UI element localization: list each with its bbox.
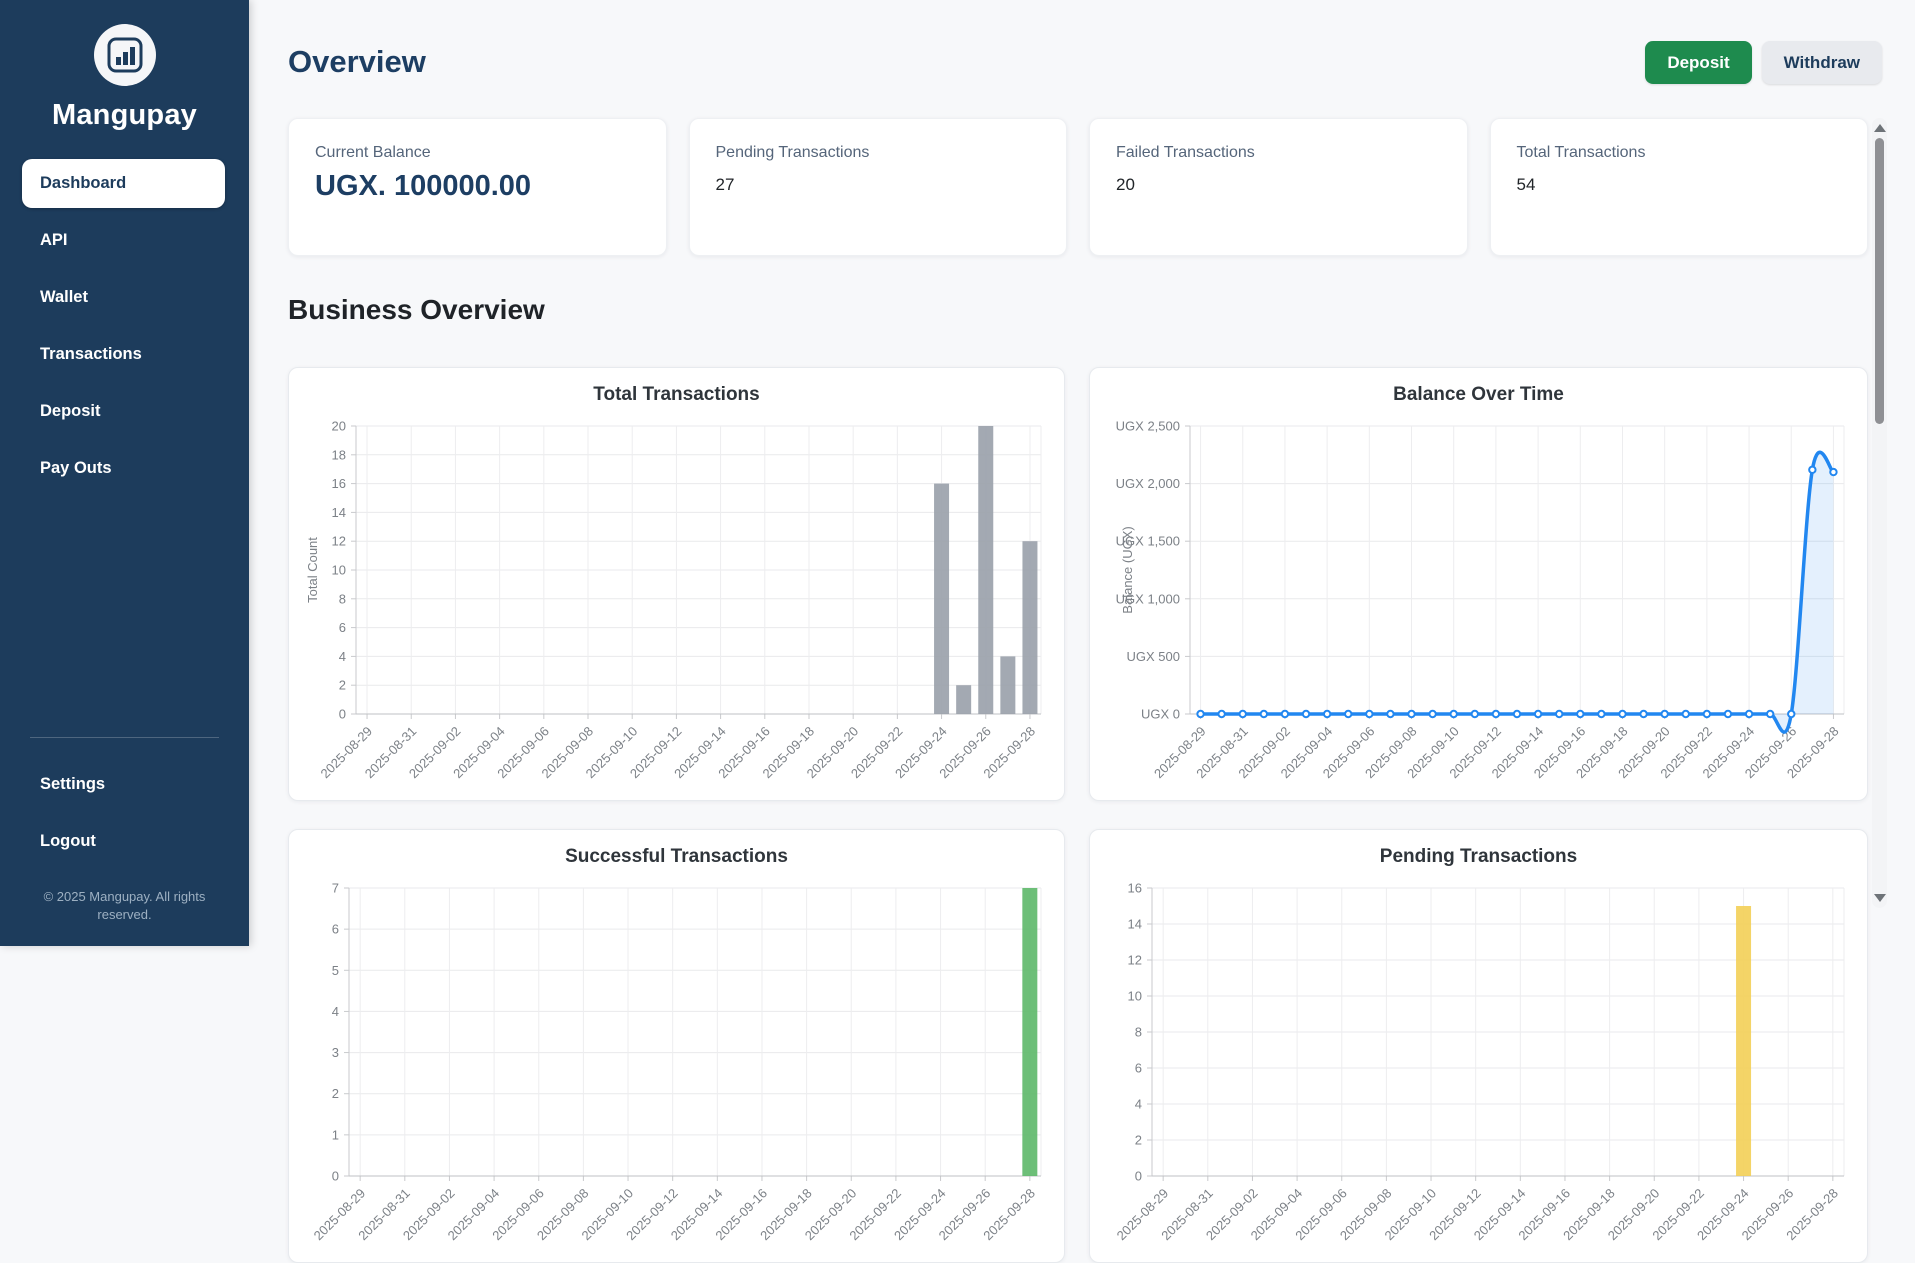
chart-title: Successful Transactions (565, 846, 788, 867)
chart-title: Pending Transactions (1379, 846, 1578, 867)
svg-text:14: 14 (1128, 917, 1142, 932)
logo (93, 24, 156, 86)
sidebar-item-payouts[interactable]: Pay Outs (22, 444, 225, 493)
svg-text:7: 7 (332, 881, 339, 896)
svg-text:18: 18 (332, 447, 346, 462)
scrollbar-track[interactable] (1872, 118, 1887, 908)
svg-text:10: 10 (332, 563, 346, 578)
stat-value: UGX. 100000.00 (315, 170, 532, 202)
sidebar-item-deposit[interactable]: Deposit (22, 387, 225, 436)
sidebar-item-label: Wallet (40, 288, 88, 306)
stat-value: 27 (715, 175, 735, 194)
sidebar-item-api[interactable]: API (22, 216, 225, 265)
sidebar: Mangupay Dashboard API Wallet Transactio… (0, 0, 249, 946)
svg-text:6: 6 (332, 922, 339, 937)
bar-chart-logo-icon (107, 37, 142, 73)
stat-label: Failed Transactions (1116, 144, 1255, 161)
svg-text:8: 8 (339, 591, 346, 606)
chart-card-balance-over-time: Balance Over Time UGX 0 UGX 500 UGX 1,000 U… (1089, 367, 1868, 801)
scroll-down-arrow-icon[interactable] (1873, 894, 1886, 902)
sidebar-item-transactions[interactable]: Transactions (22, 330, 225, 379)
chart-title: Balance Over Time (1393, 384, 1564, 405)
stat-card-total-transactions: Total Transactions 54 (1489, 118, 1868, 256)
sidebar-item-label: Transactions (40, 345, 142, 363)
chart-title: Total Transactions (593, 384, 760, 405)
svg-text:4: 4 (1135, 1097, 1142, 1112)
sidebar-item-settings[interactable]: Settings (22, 760, 225, 809)
svg-text:2: 2 (332, 1086, 339, 1101)
svg-text:12: 12 (1128, 953, 1142, 968)
svg-text:2: 2 (1135, 1133, 1142, 1148)
svg-text:16: 16 (332, 476, 346, 491)
stat-label: Pending Transactions (715, 144, 870, 161)
total-transactions-bar-chart: 024681012141618202025-08-292025-08-31202… (305, 419, 1042, 781)
chart-card-pending-transactions: Pending Transactions 0 2 4 6 8 10 12 14 16 2025-0… (1089, 829, 1868, 1263)
brand-name: Mangupay (52, 99, 197, 131)
chart-card-total-transactions: Total Transactions 0 2 4 6 8 10 12 14 16 18 20 2025… (288, 367, 1065, 801)
svg-text:10: 10 (1128, 989, 1142, 1004)
withdraw-button[interactable]: Withdraw (1761, 41, 1882, 84)
sidebar-item-wallet[interactable]: Wallet (22, 273, 225, 322)
copyright-text: © 2025 Mangupay. All rights reserved. (43, 888, 206, 922)
stat-value: 54 (1516, 175, 1536, 194)
svg-text:6: 6 (1135, 1061, 1142, 1076)
charts-grid: Total Transactions 0 2 4 6 8 10 12 14 16 18 20 2025… (288, 367, 1868, 1263)
svg-text:20: 20 (332, 419, 346, 434)
svg-text:0: 0 (339, 707, 346, 722)
svg-text:5: 5 (332, 963, 339, 978)
stat-card-failed-transactions: Failed Transactions 20 (1089, 118, 1468, 256)
svg-text:1: 1 (332, 1127, 339, 1142)
stat-value: 20 (1116, 175, 1135, 194)
sidebar-item-label: Logout (40, 831, 96, 850)
svg-text:2: 2 (339, 678, 346, 693)
successful-transactions-bar-chart: 012345672025-08-292025-08-312025-09-0220… (311, 881, 1042, 1243)
svg-text:4: 4 (332, 1004, 339, 1019)
sidebar-item-label: Deposit (40, 402, 101, 420)
svg-text:UGX 2,500: UGX 2,500 (1116, 419, 1180, 434)
svg-text:14: 14 (332, 505, 346, 520)
svg-text:0: 0 (1135, 1169, 1142, 1184)
sidebar-item-label: Settings (40, 774, 106, 793)
svg-text:6: 6 (339, 620, 346, 635)
sidebar-item-dashboard[interactable]: Dashboard (22, 159, 225, 208)
page-title: Overview (288, 44, 426, 79)
section-title: Business Overview (288, 294, 545, 325)
sidebar-item-label: Dashboard (40, 174, 127, 192)
stat-label: Current Balance (315, 144, 431, 161)
svg-text:UGX 1,500: UGX 1,500 (1116, 534, 1180, 549)
svg-text:UGX 0: UGX 0 (1141, 707, 1180, 722)
sidebar-divider (30, 736, 219, 738)
sidebar-footer: Settings Logout © 2025 Mangupay. All rig… (0, 736, 249, 946)
svg-text:Total Count: Total Count (305, 537, 320, 603)
stats-row: Current Balance UGX. 100000.00 Pending T… (288, 118, 1868, 256)
scroll-up-arrow-icon[interactable] (1873, 124, 1886, 132)
header-actions: Deposit Withdraw (1645, 41, 1882, 84)
main-content: Overview Deposit Withdraw Current Balanc… (249, 0, 1915, 1263)
stat-label: Total Transactions (1516, 144, 1646, 161)
deposit-button[interactable]: Deposit (1645, 41, 1752, 84)
svg-text:12: 12 (332, 534, 346, 549)
svg-text:Balance (UGX): Balance (UGX) (1120, 526, 1135, 613)
svg-text:16: 16 (1128, 881, 1142, 896)
svg-text:4: 4 (339, 649, 346, 664)
svg-text:UGX 2,000: UGX 2,000 (1116, 476, 1180, 491)
sidebar-item-label: Pay Outs (40, 459, 112, 477)
sidebar-item-logout[interactable]: Logout (22, 817, 225, 866)
svg-text:3: 3 (332, 1045, 339, 1060)
scrollbar-thumb[interactable] (1875, 138, 1884, 424)
sidebar-item-label: API (40, 231, 68, 249)
svg-text:8: 8 (1135, 1025, 1142, 1040)
sidebar-nav: Dashboard API Wallet Transactions Deposi… (0, 159, 249, 493)
svg-text:UGX 1,000: UGX 1,000 (1116, 591, 1180, 606)
balance-over-time-line-chart: UGX 0 UGX 500 UGX 1,000 UGX 1,500 UGX 2,000 U… (1116, 419, 1845, 781)
chart-card-successful-transactions: Successful Transactions 0 1 2 3 4 5 6 7 2025-08-… (288, 829, 1065, 1263)
svg-text:0: 0 (332, 1169, 339, 1184)
stat-card-pending-transactions: Pending Transactions 27 (688, 118, 1067, 256)
pending-transactions-bar-chart: 02468101214162025-08-292025-08-312025-09… (1114, 881, 1845, 1243)
stat-card-current-balance: Current Balance UGX. 100000.00 (288, 118, 667, 256)
svg-text:UGX 500: UGX 500 (1127, 649, 1180, 664)
